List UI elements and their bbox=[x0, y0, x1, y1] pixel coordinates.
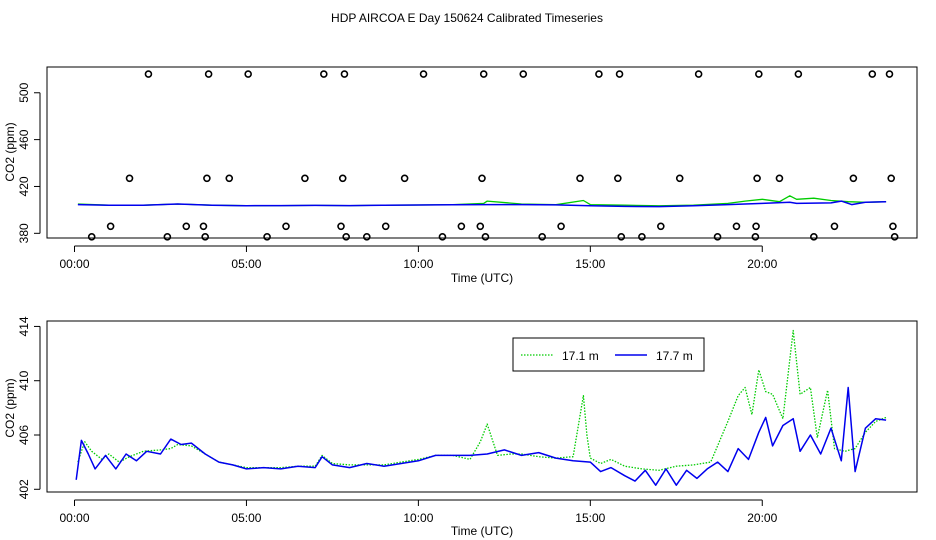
legend-box bbox=[512, 337, 705, 372]
top-y-tick-label: 420 bbox=[17, 176, 31, 196]
calibration-marker bbox=[890, 233, 899, 241]
calibration-marker bbox=[363, 233, 371, 241]
bottom-plot-frame bbox=[46, 320, 918, 493]
calibration-marker bbox=[887, 174, 896, 183]
calibration-marker bbox=[125, 174, 134, 183]
legend-label-17-1m: 17.1 m bbox=[562, 349, 599, 363]
bottom-panel: 00:00 05:00 10:00 15:00 20:00 402 406 410 414 T… bbox=[3, 316, 918, 538]
calibration-marker bbox=[617, 233, 626, 241]
calibration-marker bbox=[282, 222, 290, 231]
bot-y-tick-label: 406 bbox=[17, 425, 31, 445]
top-plot-frame bbox=[46, 66, 918, 239]
bot-y-tick-label: 402 bbox=[17, 479, 31, 499]
calibration-marker bbox=[244, 70, 252, 78]
bot-x-tick-label: 00:00 bbox=[59, 511, 89, 525]
calibration-marker bbox=[106, 222, 115, 231]
calibration-marker bbox=[732, 222, 741, 231]
bot-y-tick-label: 414 bbox=[17, 316, 31, 336]
calibration-marker bbox=[263, 233, 271, 241]
calibration-marker bbox=[885, 70, 894, 78]
top-panel: 00:00 05:00 10:00 15:00 20:00 380 420 460 500 T… bbox=[3, 66, 918, 285]
calibration-marker bbox=[203, 174, 211, 183]
top-series-line-17-7-m bbox=[77, 200, 887, 208]
calibration-marker bbox=[694, 70, 703, 78]
calibration-marker bbox=[476, 222, 485, 231]
calibration-marker bbox=[753, 174, 761, 183]
calibration-marker bbox=[830, 222, 839, 231]
top-x-tick-label: 05:00 bbox=[231, 257, 261, 271]
calibration-marker bbox=[340, 70, 349, 78]
bot-x-tick-label: 15:00 bbox=[575, 511, 605, 525]
calibration-marker bbox=[438, 233, 447, 241]
calibration-marker bbox=[614, 174, 622, 183]
calibration-marker bbox=[301, 174, 309, 183]
calibration-marker bbox=[342, 233, 350, 241]
calibration-marker bbox=[225, 174, 234, 183]
calibration-marker bbox=[794, 70, 803, 78]
calibration-marker bbox=[713, 233, 722, 241]
calibration-marker bbox=[576, 174, 584, 183]
calibration-marker bbox=[199, 222, 208, 231]
legend: 17.1 m 17.7 m bbox=[512, 337, 705, 372]
calibration-marker bbox=[204, 70, 213, 78]
calibration-marker bbox=[889, 222, 897, 231]
top-x-tick-label: 10:00 bbox=[403, 257, 433, 271]
calibration-marker bbox=[457, 222, 466, 231]
calibration-marker bbox=[87, 233, 96, 241]
top-y-tick-label: 460 bbox=[17, 129, 31, 149]
calibration-marker bbox=[182, 222, 191, 231]
calibration-marker bbox=[337, 222, 345, 231]
calibration-marker bbox=[775, 174, 784, 183]
bot-x-tick-label: 05:00 bbox=[231, 511, 261, 525]
calibration-marker bbox=[849, 174, 858, 183]
calibration-marker bbox=[538, 233, 546, 241]
calibration-marker bbox=[810, 233, 818, 241]
top-y-axis-label: CO2 (ppm) bbox=[3, 122, 17, 181]
top-y-tick-label: 380 bbox=[17, 223, 31, 243]
top-x-axis-label: Time (UTC) bbox=[451, 271, 513, 285]
calibration-marker bbox=[163, 233, 172, 241]
bottom-y-axis-label: CO2 (ppm) bbox=[3, 378, 17, 437]
calibration-marker bbox=[144, 70, 153, 78]
top-x-tick-label: 20:00 bbox=[747, 257, 777, 271]
calibration-marker bbox=[320, 70, 328, 78]
top-x-tick-label: 00:00 bbox=[59, 257, 89, 271]
calibration-marker bbox=[201, 233, 209, 241]
calibration-marker bbox=[381, 222, 390, 231]
calibration-marker bbox=[638, 233, 646, 241]
calibration-marker bbox=[595, 70, 603, 78]
top-x-tick-label: 15:00 bbox=[575, 257, 605, 271]
calibration-marker bbox=[338, 174, 347, 183]
calibration-marker bbox=[419, 70, 428, 78]
calibration-marker bbox=[478, 174, 486, 183]
legend-label-17-7m: 17.7 m bbox=[656, 349, 693, 363]
top-y-tick-label: 500 bbox=[17, 82, 31, 102]
calibration-marker bbox=[481, 233, 490, 241]
calibration-marker bbox=[752, 222, 760, 231]
calibration-marker bbox=[868, 70, 877, 78]
calibration-marker bbox=[755, 70, 763, 78]
calibration-marker bbox=[557, 222, 565, 231]
calibration-marker bbox=[615, 70, 624, 78]
bottom-x-axis-label: Time (UTC) bbox=[451, 524, 513, 538]
calibration-marker bbox=[519, 70, 528, 78]
bot-x-tick-label: 10:00 bbox=[403, 511, 433, 525]
calibration-marker bbox=[479, 70, 488, 78]
figure-title: HDP AIRCOA E Day 150624 Calibrated Times… bbox=[331, 11, 603, 25]
calibration-marker bbox=[675, 174, 684, 183]
calibration-marker bbox=[751, 233, 760, 241]
bot-y-tick-label: 410 bbox=[17, 370, 31, 390]
calibration-marker bbox=[657, 222, 665, 231]
bot-series-line-17-7-m bbox=[75, 386, 887, 486]
bot-x-tick-label: 20:00 bbox=[747, 511, 777, 525]
calibration-marker bbox=[400, 174, 409, 183]
